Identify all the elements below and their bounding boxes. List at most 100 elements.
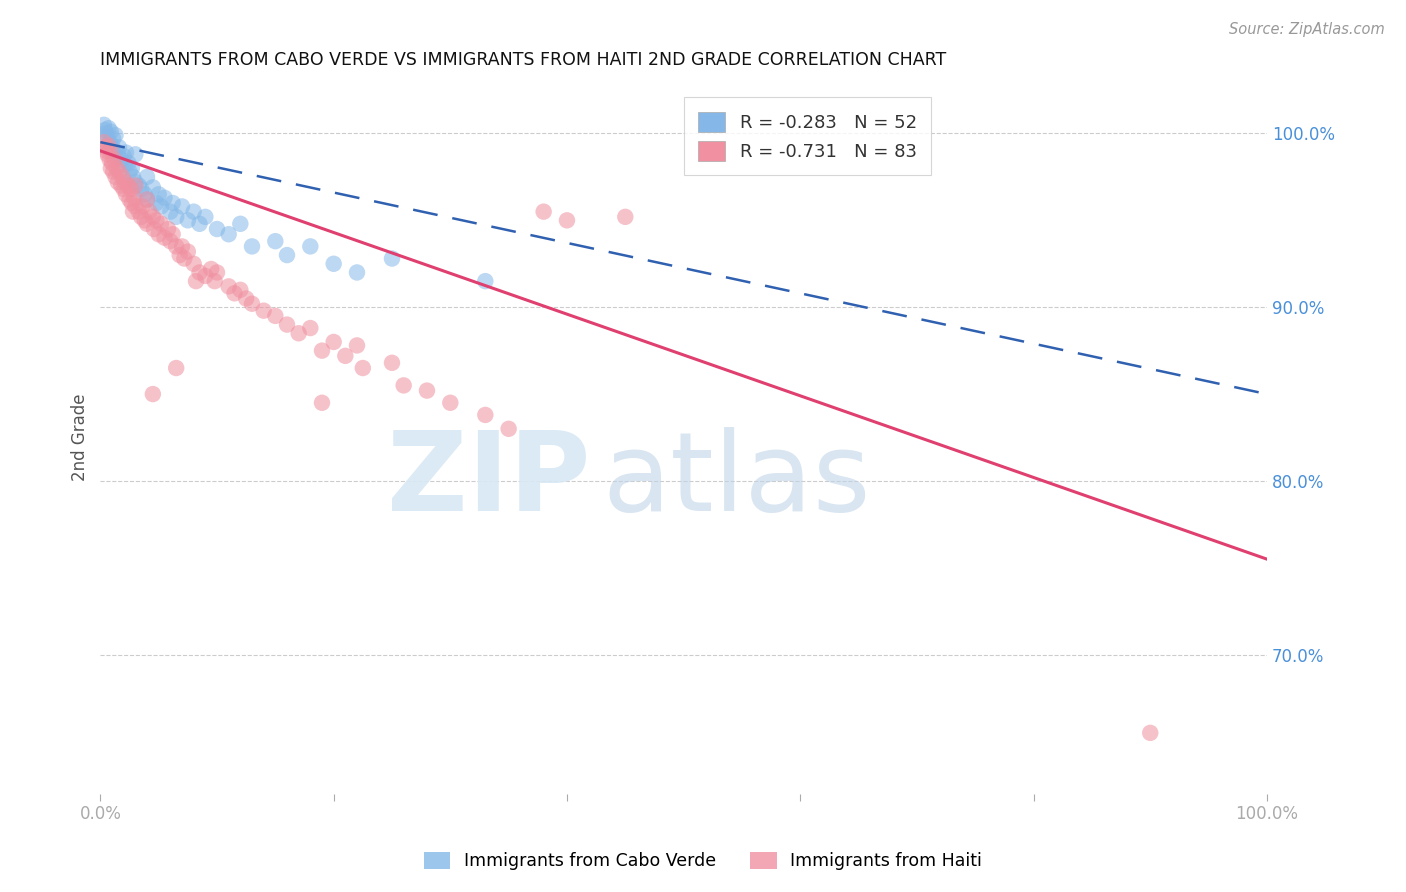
Point (276, 248, 298, 262)
Point (204, 274, 226, 288)
Point (100, 144, 122, 158)
Point (110, 153, 132, 167)
Point (416, 384, 439, 398)
Text: atlas: atlas (602, 426, 870, 533)
Point (93, 118, 115, 132)
Point (264, 234, 287, 248)
Point (194, 210, 217, 224)
Point (117, 178, 139, 193)
Point (311, 396, 333, 410)
Point (134, 187, 156, 202)
Point (533, 204, 555, 219)
Point (108, 140, 131, 154)
Point (322, 257, 344, 271)
Point (392, 378, 415, 392)
Point (94, 123, 117, 137)
Point (299, 321, 322, 335)
Point (153, 230, 176, 244)
Point (142, 180, 165, 194)
Point (112, 182, 135, 196)
Point (188, 265, 211, 279)
Y-axis label: 2nd Grade: 2nd Grade (72, 393, 89, 482)
Point (346, 338, 368, 352)
Point (142, 387, 165, 401)
Point (165, 210, 187, 224)
Point (129, 210, 152, 224)
Point (124, 199, 146, 213)
Point (131, 199, 153, 213)
Point (352, 361, 374, 376)
Point (136, 217, 159, 231)
Point (115, 187, 138, 202)
Point (97, 138, 120, 153)
Point (194, 268, 217, 283)
Point (299, 239, 322, 253)
Point (148, 227, 170, 242)
Point (474, 408, 496, 422)
Point (111, 169, 134, 184)
Point (240, 297, 263, 311)
Point (218, 227, 240, 242)
Legend: R = -0.283   N = 52, R = -0.731   N = 83: R = -0.283 N = 52, R = -0.731 N = 83 (683, 97, 931, 175)
Point (128, 178, 150, 193)
Point (121, 161, 143, 176)
Point (124, 147, 146, 161)
Point (474, 274, 496, 288)
Point (173, 252, 195, 266)
Point (103, 144, 125, 158)
Point (224, 286, 246, 301)
Point (177, 213, 200, 227)
Point (100, 161, 122, 176)
Text: Source: ZipAtlas.com: Source: ZipAtlas.com (1229, 22, 1385, 37)
Point (98, 153, 121, 167)
Point (200, 262, 222, 277)
Point (229, 217, 252, 231)
Point (159, 204, 181, 219)
Point (335, 349, 357, 363)
Point (169, 248, 191, 262)
Point (118, 164, 141, 178)
Point (1139, 726, 1161, 740)
Point (229, 283, 252, 297)
Point (148, 187, 170, 202)
Point (188, 217, 211, 231)
Point (162, 227, 184, 242)
Point (117, 156, 139, 170)
Point (94, 140, 117, 154)
Point (107, 147, 129, 161)
Point (108, 164, 131, 178)
Point (100, 125, 122, 139)
Point (121, 196, 143, 211)
Point (96, 127, 118, 141)
Point (143, 222, 166, 236)
Point (159, 234, 181, 248)
Point (103, 131, 125, 145)
Point (97, 121, 120, 136)
Point (165, 361, 187, 376)
Point (93, 135, 115, 149)
Point (150, 199, 173, 213)
Point (439, 396, 461, 410)
Point (235, 292, 257, 306)
Point (184, 274, 207, 288)
Point (101, 156, 124, 170)
Point (134, 213, 156, 227)
Point (120, 182, 142, 196)
Point (114, 175, 136, 189)
Point (104, 169, 127, 184)
Legend: Immigrants from Cabo Verde, Immigrants from Haiti: Immigrants from Cabo Verde, Immigrants f… (415, 843, 991, 879)
Point (138, 204, 160, 219)
Point (381, 356, 404, 370)
Point (322, 334, 344, 349)
Point (498, 422, 520, 436)
Text: IMMIGRANTS FROM CABO VERDE VS IMMIGRANTS FROM HAITI 2ND GRADE CORRELATION CHART: IMMIGRANTS FROM CABO VERDE VS IMMIGRANTS… (100, 51, 946, 69)
Point (253, 303, 276, 318)
Point (122, 169, 145, 184)
Point (183, 257, 205, 271)
Point (96, 130, 118, 145)
Point (311, 343, 333, 358)
Point (183, 204, 205, 219)
Point (150, 217, 173, 231)
Point (153, 191, 176, 205)
Point (128, 204, 150, 219)
